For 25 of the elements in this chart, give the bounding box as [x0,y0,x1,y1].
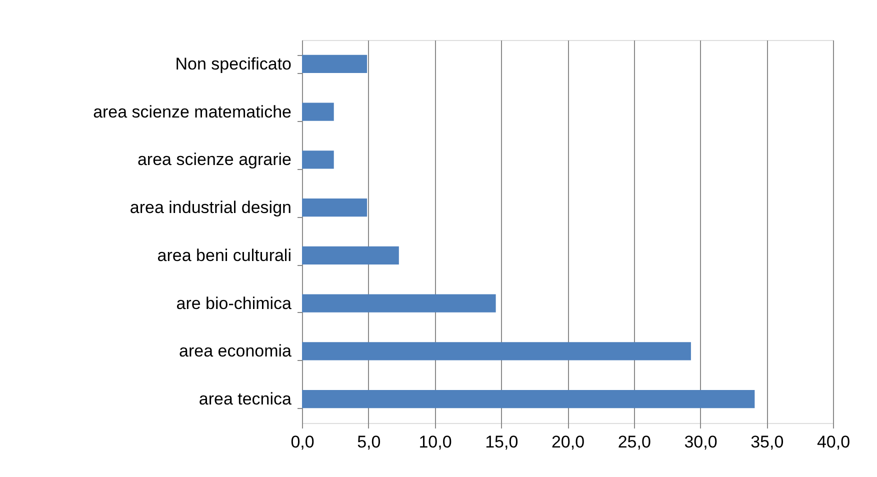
y-tick-label: area scienze matematiche [93,102,292,122]
bar [302,198,368,217]
x-tick-label: 30,0 [684,432,718,452]
y-tick-label: are bio-chimica [176,294,292,313]
bar [302,246,399,265]
y-tick-label: area beni culturali [157,246,292,265]
x-tick-label: 35,0 [750,432,784,452]
y-tick-label: area scienze agrarie [137,150,292,170]
bar [302,390,755,408]
x-tick-label: 15,0 [485,432,518,452]
x-tick-label: 25,0 [618,432,651,452]
x-tick-label: 10,0 [418,432,452,452]
x-tick-label: 40,0 [816,432,850,452]
bar [302,102,334,121]
y-tick-label: Non specificato [175,54,292,74]
bar [302,294,496,312]
bar [302,54,368,74]
x-tick-label: 5,0 [357,432,381,452]
bar [302,342,691,360]
y-tick-label: area tecnica [198,390,292,409]
x-tick-label: 20,0 [551,432,585,452]
y-tick-label: area industrial design [130,198,292,218]
x-tick-label: 0,0 [290,432,314,452]
y-tick-label: area economia [179,342,292,361]
bar [302,150,334,169]
